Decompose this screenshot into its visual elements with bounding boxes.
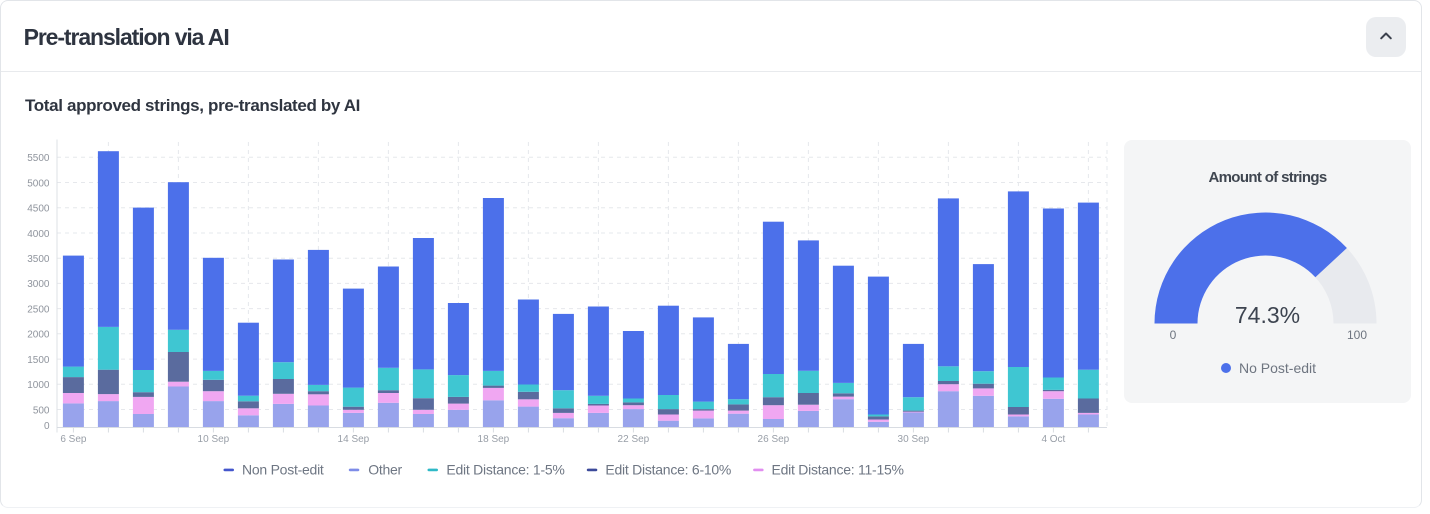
svg-text:2500: 2500 <box>27 304 50 315</box>
svg-text:14 Sep: 14 Sep <box>338 434 370 445</box>
svg-text:500: 500 <box>33 405 50 416</box>
svg-text:Edit Distance: 11-15%: Edit Distance: 11-15% <box>772 462 904 478</box>
svg-text:10 Sep: 10 Sep <box>198 434 230 445</box>
svg-text:Edit Distance: 1-5%: Edit Distance: 1-5% <box>446 462 564 478</box>
svg-text:Edit Distance: 6-10%: Edit Distance: 6-10% <box>605 462 731 478</box>
svg-text:4000: 4000 <box>27 229 50 240</box>
svg-text:0: 0 <box>44 421 50 432</box>
svg-text:Other: Other <box>368 462 402 478</box>
svg-text:1500: 1500 <box>27 355 50 366</box>
svg-text:6 Sep: 6 Sep <box>60 434 87 445</box>
svg-text:3500: 3500 <box>27 254 50 265</box>
svg-text:2000: 2000 <box>27 330 50 341</box>
svg-text:22 Sep: 22 Sep <box>618 434 650 445</box>
svg-text:3000: 3000 <box>27 279 50 290</box>
svg-text:26 Sep: 26 Sep <box>758 434 790 445</box>
svg-text:Non Post-edit: Non Post-edit <box>242 462 324 478</box>
svg-text:1000: 1000 <box>27 380 50 391</box>
svg-text:30 Sep: 30 Sep <box>898 434 930 445</box>
svg-text:5500: 5500 <box>27 153 50 164</box>
svg-text:4500: 4500 <box>27 204 50 215</box>
svg-text:5000: 5000 <box>27 178 50 189</box>
svg-text:18 Sep: 18 Sep <box>478 434 510 445</box>
svg-text:4 Oct: 4 Oct <box>1041 434 1065 445</box>
